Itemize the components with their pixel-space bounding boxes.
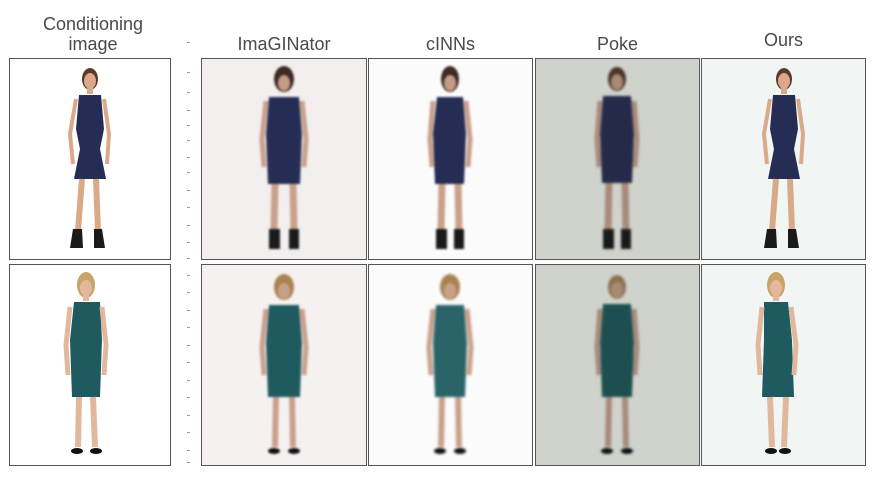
row1-imaginator-result bbox=[201, 58, 367, 260]
header-imaginator: ImaGINator bbox=[237, 34, 331, 54]
header-conditioning-line2: image bbox=[68, 34, 118, 54]
row1-cinns-result bbox=[368, 58, 533, 260]
row1-conditioning-image bbox=[9, 58, 171, 260]
header-poke: Poke bbox=[596, 34, 639, 54]
row2-imaginator-result bbox=[201, 264, 367, 466]
row2-poke-result bbox=[535, 264, 700, 466]
row2-conditioning-image bbox=[9, 264, 171, 466]
header-ours: Ours bbox=[763, 30, 803, 50]
row2-ours-result bbox=[701, 264, 866, 466]
header-cinns: cINNs bbox=[426, 34, 475, 54]
row1-ours-result bbox=[701, 58, 866, 260]
header-conditioning-line1: Conditioning bbox=[42, 14, 144, 34]
header-conditioning-image: Conditioning image bbox=[18, 14, 168, 54]
row2-cinns-result bbox=[368, 264, 533, 466]
row1-poke-result bbox=[535, 58, 700, 260]
